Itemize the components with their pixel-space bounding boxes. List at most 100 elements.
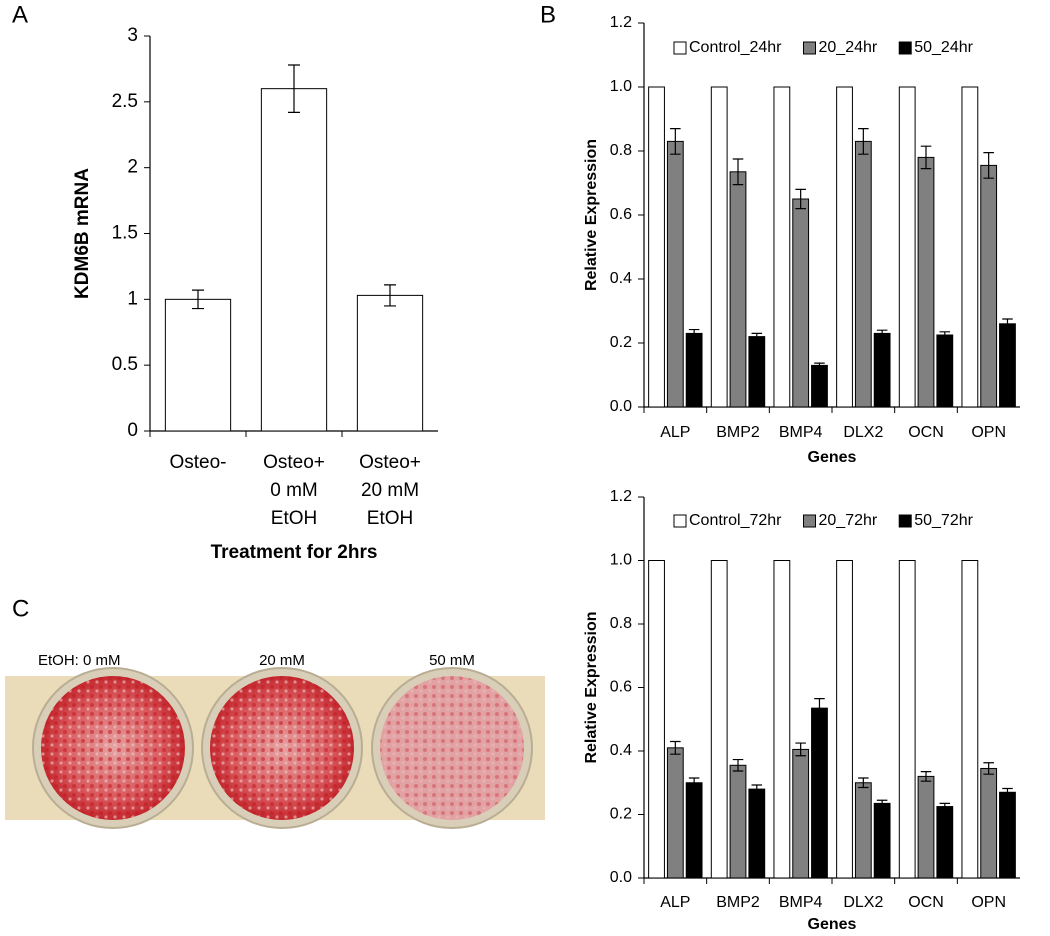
x-tick-label: 0 mM xyxy=(270,480,318,501)
error-bar xyxy=(732,758,744,772)
bar xyxy=(773,86,791,408)
error-bar xyxy=(814,362,825,369)
bar xyxy=(873,332,891,408)
x-tick-label: EtOH xyxy=(271,508,317,529)
error-bar xyxy=(939,331,951,339)
bar xyxy=(260,88,328,432)
bar xyxy=(685,782,703,879)
bar xyxy=(999,323,1016,408)
y-tick-label: 0.0 xyxy=(610,398,632,415)
y-tick-label: 0.4 xyxy=(610,742,632,759)
bar xyxy=(936,806,954,879)
bar xyxy=(836,560,853,879)
y-tick-label: 0.8 xyxy=(610,615,632,632)
legend-label: 20_24hr xyxy=(819,39,878,56)
bar xyxy=(999,791,1016,879)
y-tick-label: 0.0 xyxy=(610,869,632,886)
y-tick-label: 1.0 xyxy=(610,552,632,569)
x-tick-label: OPN xyxy=(971,894,1006,911)
x-tick-label: DLX2 xyxy=(843,894,883,911)
bar xyxy=(748,788,766,879)
x-tick-label: ALP xyxy=(660,894,690,911)
y-axis-title: Relative Expression xyxy=(583,611,600,763)
bar xyxy=(710,86,728,408)
error-bar xyxy=(1002,787,1013,797)
y-tick-label: 2.5 xyxy=(112,91,138,112)
bar xyxy=(854,140,872,408)
error-bar xyxy=(814,698,825,719)
bar xyxy=(648,86,665,408)
bar xyxy=(773,560,791,879)
bar xyxy=(936,334,954,408)
legend-swatch xyxy=(673,514,687,528)
x-tick-label: BMP4 xyxy=(779,424,823,441)
bar xyxy=(980,164,998,408)
error-bar xyxy=(939,802,951,811)
error-bar xyxy=(983,762,994,775)
error-bar xyxy=(751,784,763,794)
legend-swatch xyxy=(898,514,912,528)
bar xyxy=(961,560,979,879)
well-label: EtOH: 0 mM xyxy=(38,652,121,669)
error-bar xyxy=(384,284,396,307)
y-tick-label: 0.6 xyxy=(610,679,632,696)
legend-label: Control_72hr xyxy=(689,512,782,529)
bar xyxy=(836,86,853,408)
x-tick-label: OCN xyxy=(908,424,944,441)
bar xyxy=(792,198,810,408)
x-tick-label: Osteo- xyxy=(169,452,226,473)
bar xyxy=(648,560,665,879)
panel-label: C xyxy=(12,595,29,622)
error-bar xyxy=(688,777,700,789)
bar xyxy=(917,775,935,879)
bar xyxy=(685,332,703,408)
bar xyxy=(666,747,684,879)
error-bar xyxy=(858,128,869,155)
error-bar xyxy=(920,771,932,782)
x-tick-label: BMP4 xyxy=(779,894,823,911)
legend-swatch xyxy=(898,41,912,55)
bar xyxy=(729,171,747,408)
error-bar xyxy=(858,777,869,789)
legend-label: 20_72hr xyxy=(819,512,878,529)
y-tick-label: 0.8 xyxy=(610,142,632,159)
error-bar xyxy=(688,328,700,338)
y-tick-label: 0.4 xyxy=(610,270,632,287)
bar xyxy=(666,140,684,408)
bar xyxy=(917,156,935,408)
y-axis-title: KDM6B mRNA xyxy=(72,168,93,299)
y-tick-label: 0 xyxy=(127,420,138,441)
error-bar xyxy=(876,799,888,808)
bar xyxy=(710,560,728,879)
y-tick-label: 0.2 xyxy=(610,334,632,351)
error-bar xyxy=(288,64,300,113)
x-tick-label: OCN xyxy=(908,894,944,911)
error-bar xyxy=(795,188,806,210)
error-bar xyxy=(732,158,744,186)
error-bar xyxy=(751,332,763,341)
x-tick-label: ALP xyxy=(660,424,690,441)
y-tick-label: 2 xyxy=(127,157,138,178)
x-axis-title: Genes xyxy=(808,916,857,933)
bar xyxy=(980,767,998,879)
y-tick-label: 0.5 xyxy=(112,354,138,375)
x-tick-label: DLX2 xyxy=(843,424,883,441)
y-axis-title: Relative Expression xyxy=(583,139,600,291)
y-tick-label: 3 xyxy=(127,25,138,46)
well-label: 50 mM xyxy=(429,652,475,669)
x-tick-label: 20 mM xyxy=(361,480,419,501)
x-tick-label: BMP2 xyxy=(716,424,760,441)
error-bar xyxy=(670,740,681,755)
bar xyxy=(854,782,872,879)
panel-label: A xyxy=(12,1,28,28)
well-photo xyxy=(5,667,545,829)
legend-swatch xyxy=(803,514,816,528)
y-tick-label: 1.2 xyxy=(610,14,632,31)
legend-label: Control_24hr xyxy=(689,39,782,56)
bar xyxy=(729,764,747,879)
y-tick-label: 1.0 xyxy=(610,78,632,95)
legend-swatch xyxy=(673,41,687,55)
x-tick-label: OPN xyxy=(971,424,1006,441)
x-tick-label: Osteo+ xyxy=(263,452,325,473)
